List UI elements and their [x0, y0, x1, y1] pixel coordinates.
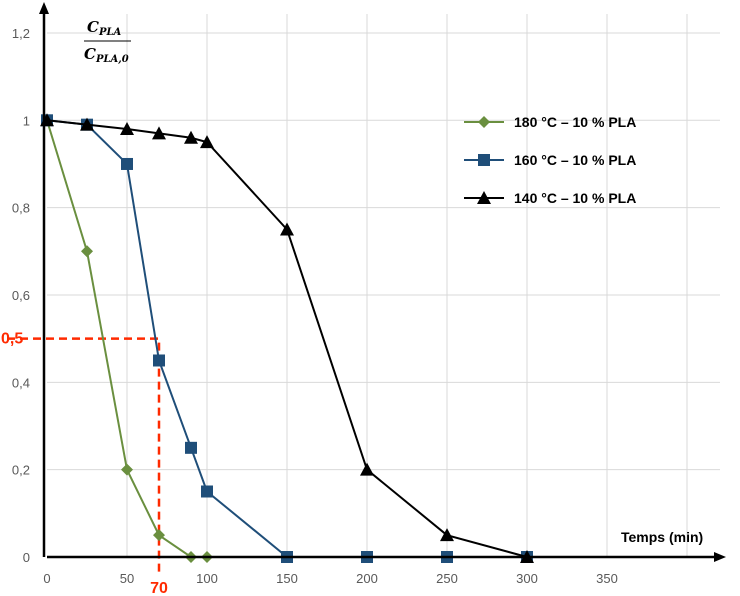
- ticks: 0 0,2 0,4 0,6 0,8 1 1,2 0 50 100 150 200 250 300 350: [12, 26, 618, 586]
- legend: 180 °C – 10 % PLA 160 °C – 10 % PLA 140 °C…: [464, 114, 636, 206]
- data-point-square: [201, 485, 213, 498]
- annotation-dashed-line: [7, 337, 161, 572]
- data-point-triangle: [280, 222, 294, 236]
- data-point-diamond: [153, 529, 165, 542]
- data-point-diamond: [81, 245, 93, 258]
- y-axis-label: CPLA CPLA,0: [84, 18, 131, 65]
- data-point-triangle: [477, 191, 491, 204]
- data-point-triangle: [80, 117, 94, 131]
- data-point-diamond: [121, 463, 133, 476]
- data-point-diamond: [478, 116, 490, 128]
- y-tick-label: 0,6: [12, 288, 30, 303]
- annotation-x-label: 70: [150, 580, 168, 596]
- data-point-square: [153, 354, 165, 367]
- x-tick-label: 200: [356, 571, 378, 586]
- x-tick-label: 350: [596, 571, 618, 586]
- y-tick-label: 0: [23, 550, 30, 565]
- y-tick-label: 1: [23, 113, 30, 128]
- legend-item: 140 °C – 10 % PLA: [464, 190, 636, 206]
- annotation-y-label: 0,5: [1, 331, 23, 348]
- y-tick-label: 1,2: [12, 26, 30, 41]
- y-label-denominator: CPLA,0: [84, 45, 129, 65]
- y-axis-arrow-icon: [39, 2, 49, 14]
- x-tick-label: 250: [436, 571, 458, 586]
- data-point-triangle: [360, 462, 374, 476]
- annotation: 0,5 70: [1, 331, 168, 596]
- x-tick-label: 0: [43, 571, 50, 586]
- grid: [47, 14, 720, 557]
- x-tick-label: 150: [276, 571, 298, 586]
- data-point-triangle: [440, 528, 454, 542]
- y-tick-label: 0,4: [12, 375, 30, 390]
- y-tick-label: 0,8: [12, 201, 30, 216]
- data-point-triangle: [120, 122, 134, 136]
- data-point-square: [478, 154, 490, 166]
- axes: [39, 2, 726, 562]
- legend-item: 180 °C – 10 % PLA: [464, 114, 636, 130]
- legend-item: 160 °C – 10 % PLA: [464, 152, 636, 168]
- x-tick-label: 50: [120, 571, 134, 586]
- legend-label: 160 °C – 10 % PLA: [514, 152, 636, 168]
- series-triangle: [40, 113, 534, 563]
- legend-label: 180 °C – 10 % PLA: [514, 114, 636, 130]
- y-label-numerator: CPLA: [87, 18, 122, 38]
- legend-label: 140 °C – 10 % PLA: [514, 190, 636, 206]
- data-point-square: [121, 157, 133, 170]
- x-axis-arrow-icon: [714, 552, 726, 562]
- x-tick-label: 300: [516, 571, 538, 586]
- data-point-triangle: [152, 126, 166, 140]
- data-point-triangle: [200, 135, 214, 149]
- series-line: [46, 119, 528, 558]
- data-point-square: [185, 441, 197, 454]
- x-axis-label: Temps (min): [621, 529, 703, 545]
- data-point-triangle: [184, 130, 198, 144]
- x-tick-label: 100: [196, 571, 218, 586]
- y-tick-label: 0,2: [12, 463, 30, 478]
